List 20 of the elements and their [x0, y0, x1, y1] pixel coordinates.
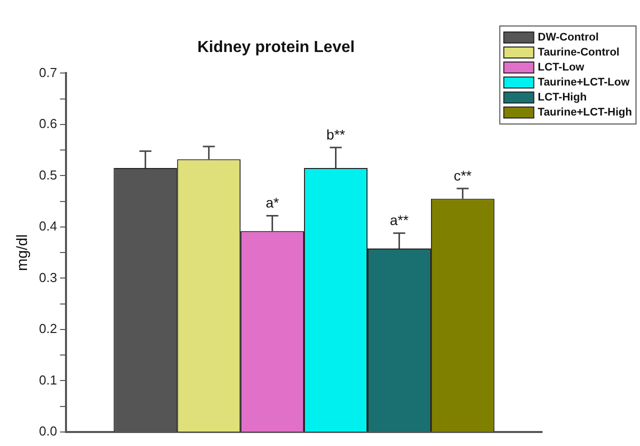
y-tick-label: 0.7 — [38, 64, 58, 80]
y-tick-label: 0.3 — [38, 270, 58, 285]
data-label: a* — [266, 194, 280, 211]
legend-label: Taurine+LCT-Low — [538, 76, 630, 89]
legend-label: DW-Control — [538, 32, 599, 44]
legend-label: Taurine-Control — [538, 46, 620, 59]
data-label: a** — [390, 212, 410, 228]
legend-label: LCT-High — [538, 92, 587, 104]
y-tick-label: 0.5 — [38, 167, 58, 182]
y-tick-label: 0.1 — [38, 372, 58, 388]
text: 0.0 — [38, 424, 58, 439]
y-tick-label: 0.2 — [38, 321, 58, 336]
y-axis-title: mg/dl — [14, 234, 32, 271]
y-tick-label: 0.4 — [38, 218, 58, 234]
legend-label: Taurine+LCT-High — [538, 106, 632, 119]
chart-title: Kidney protein Level — [197, 39, 355, 56]
data-label: b** — [326, 126, 346, 142]
data-label: c** — [454, 167, 472, 184]
legend-label: LCT-Low — [538, 62, 585, 74]
y-tick-label: 0.6 — [38, 116, 58, 132]
